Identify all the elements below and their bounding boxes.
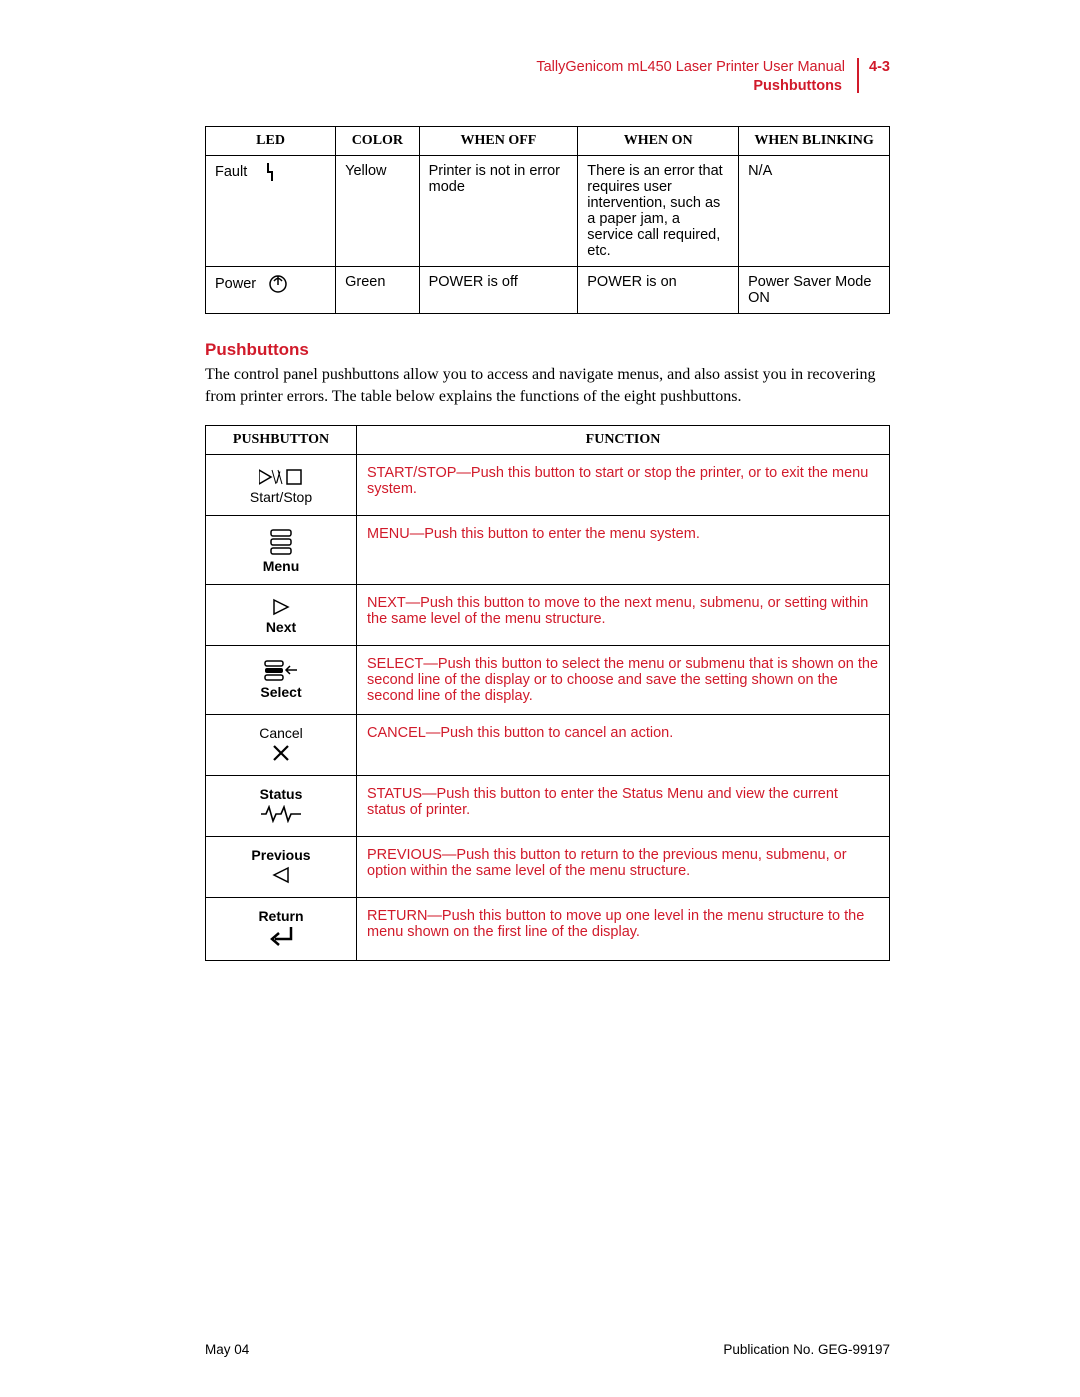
led-row-fault: Fault Yellow Printer is not in error mod…: [206, 156, 890, 267]
pb-function-previous: PREVIOUS—Push this button to return to t…: [357, 837, 890, 898]
pb-cell-cancel: Cancel: [206, 715, 357, 776]
th-on: WHEN ON: [578, 127, 739, 156]
pb-cell-menu: Menu: [206, 516, 357, 585]
led-row-power: Power Green POWER is off POWER is on Pow…: [206, 267, 890, 314]
pb-function-select: SELECT—Push this button to select the me…: [357, 646, 890, 715]
pb-label-previous: Previous: [216, 847, 346, 863]
pb-function-next: NEXT—Push this button to move to the nex…: [357, 585, 890, 646]
header-subtitle: Pushbuttons: [205, 77, 842, 97]
pb-label-select: Select: [216, 684, 346, 700]
led-color-fault: Yellow: [336, 156, 420, 267]
led-color-power: Green: [336, 267, 420, 314]
pb-row-cancel: Cancel CANCEL—Push this button to cancel…: [206, 715, 890, 776]
pb-function-menu: MENU—Push this button to enter the menu …: [357, 516, 890, 585]
led-label: Power: [215, 276, 256, 292]
led-off-fault: Printer is not in error mode: [419, 156, 578, 267]
th-pushbutton: PUSHBUTTON: [206, 426, 357, 455]
th-off: WHEN OFF: [419, 127, 578, 156]
led-on-fault: There is an error that requires user int…: [578, 156, 739, 267]
pb-cell-status: Status: [206, 776, 357, 837]
led-table-header-row: LED COLOR WHEN OFF WHEN ON WHEN BLINKING: [206, 127, 890, 156]
power-icon: [268, 274, 288, 294]
pb-cell-return: Return: [206, 898, 357, 961]
svg-text:/: /: [276, 470, 281, 486]
pb-row-select: Select SELECT—Push this button to select…: [206, 646, 890, 715]
next-icon: [272, 598, 290, 616]
th-color: COLOR: [336, 127, 420, 156]
pb-label-status: Status: [216, 786, 346, 802]
pb-row-previous: Previous PREVIOUS—Push this button to re…: [206, 837, 890, 898]
led-label: Fault: [215, 164, 247, 180]
manual-page: TallyGenicom mL450 Laser Printer User Ma…: [0, 0, 1080, 1397]
pb-label-next: Next: [216, 619, 346, 635]
pb-row-return: Return RETURN—Push this button to move u…: [206, 898, 890, 961]
pb-header-row: PUSHBUTTON FUNCTION: [206, 426, 890, 455]
status-icon: [261, 805, 301, 823]
pb-label-return: Return: [216, 908, 346, 924]
fault-icon: [263, 163, 277, 181]
select-icon: [264, 659, 298, 681]
th-function: FUNCTION: [357, 426, 890, 455]
pb-row-next: Next NEXT—Push this button to move to th…: [206, 585, 890, 646]
pb-label-menu: Menu: [216, 558, 346, 574]
page-number: 4-3: [857, 58, 890, 93]
pb-function-return: RETURN—Push this button to move up one l…: [357, 898, 890, 961]
pb-function-startstop: START/STOP—Push this button to start or …: [357, 455, 890, 516]
pb-cell-next: Next: [206, 585, 357, 646]
led-on-power: POWER is on: [578, 267, 739, 314]
page-footer: May 04 Publication No. GEG-99197: [205, 1342, 890, 1357]
footer-publication: Publication No. GEG-99197: [723, 1342, 890, 1357]
section-body: The control panel pushbuttons allow you …: [205, 364, 890, 407]
footer-date: May 04: [205, 1342, 249, 1357]
led-name-power: Power: [206, 267, 336, 314]
pb-row-status: Status STATUS—Push this button to enter …: [206, 776, 890, 837]
pb-row-menu: Menu MENU—Push this button to enter the …: [206, 516, 890, 585]
th-blink: WHEN BLINKING: [739, 127, 890, 156]
led-blink-fault: N/A: [739, 156, 890, 267]
pb-label-startstop: Start/Stop: [216, 489, 346, 505]
pb-cell-previous: Previous: [206, 837, 357, 898]
pushbutton-table: PUSHBUTTON FUNCTION / Start/Stop: [205, 425, 890, 961]
led-blink-power: Power Saver Mode ON: [739, 267, 890, 314]
pb-label-cancel: Cancel: [216, 725, 346, 741]
page-header: TallyGenicom mL450 Laser Printer User Ma…: [205, 58, 890, 96]
startstop-icon: /: [259, 468, 303, 486]
th-led: LED: [206, 127, 336, 156]
pb-row-startstop: / Start/Stop START/STOP—Push this button…: [206, 455, 890, 516]
header-title: TallyGenicom mL450 Laser Printer User Ma…: [536, 59, 845, 75]
pb-cell-select: Select: [206, 646, 357, 715]
previous-icon: [272, 866, 290, 884]
section-title-pushbuttons: Pushbuttons: [205, 340, 890, 360]
pb-cell-startstop: / Start/Stop: [206, 455, 357, 516]
menu-icon: [270, 529, 292, 555]
pb-function-cancel: CANCEL—Push this button to cancel an act…: [357, 715, 890, 776]
return-icon: [269, 927, 293, 947]
pb-function-status: STATUS—Push this button to enter the Sta…: [357, 776, 890, 837]
led-name-fault: Fault: [206, 156, 336, 267]
cancel-icon: [272, 744, 290, 762]
led-table: LED COLOR WHEN OFF WHEN ON WHEN BLINKING…: [205, 126, 890, 314]
led-off-power: POWER is off: [419, 267, 578, 314]
